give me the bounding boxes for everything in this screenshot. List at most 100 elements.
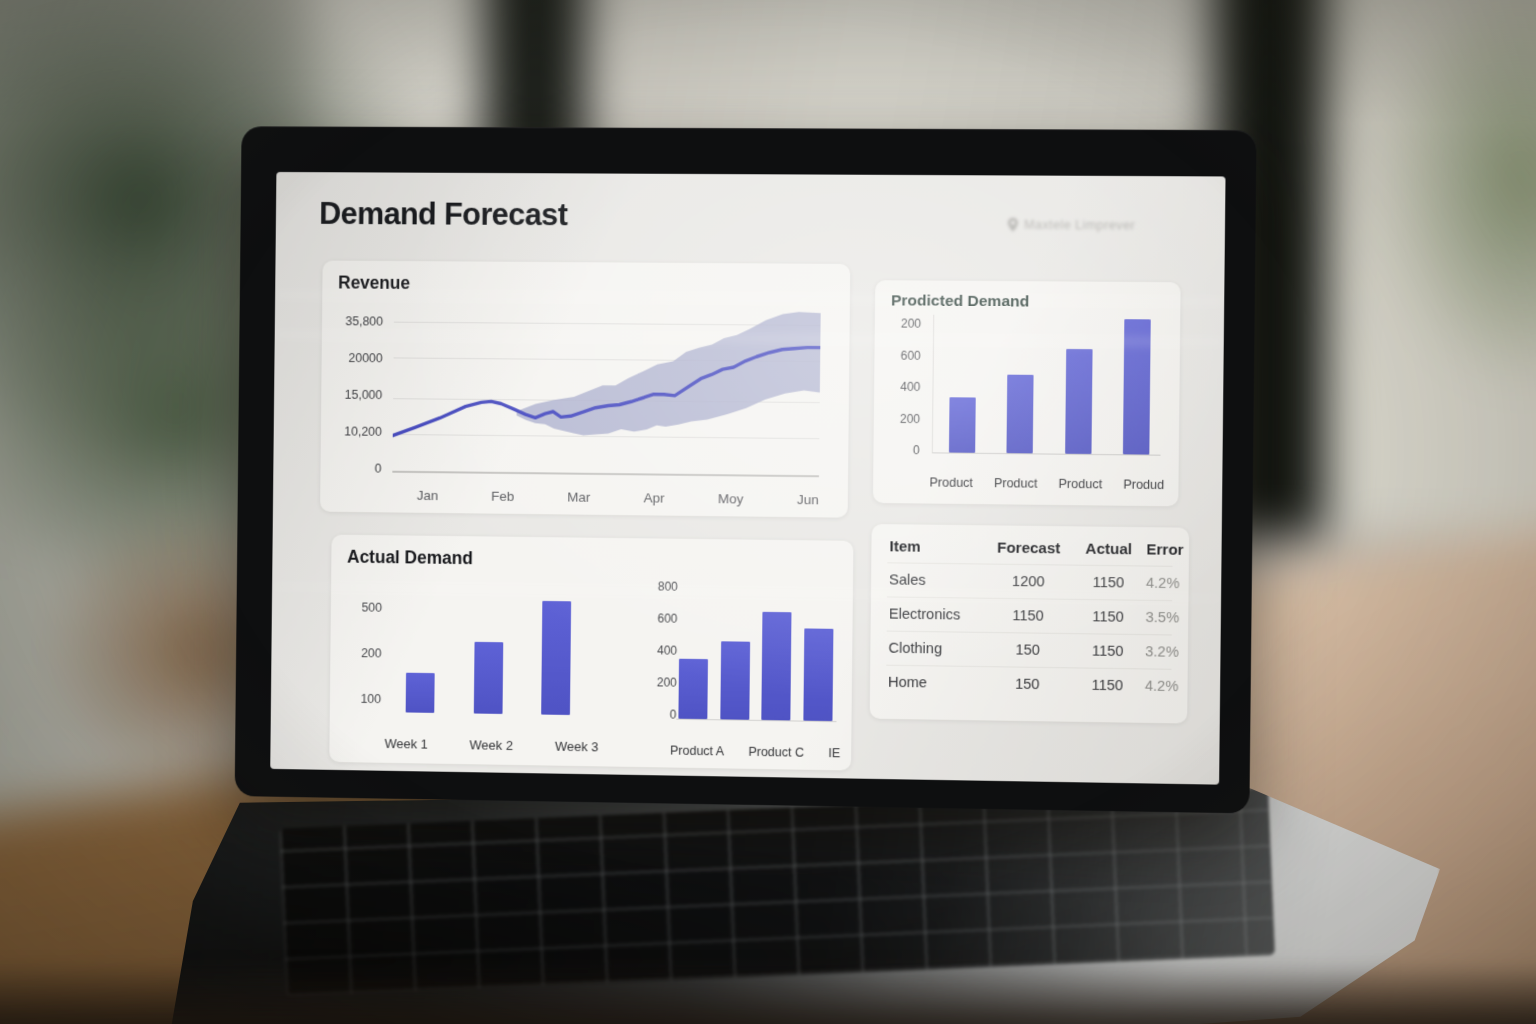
y-tick-label: 10,200: [344, 424, 382, 439]
x-tick-label: Mar: [567, 489, 591, 505]
dashboard-display: Demand Forecast Maxtele Limprever Revenu…: [270, 171, 1226, 785]
x-axis-ticks: Product A Product C IE: [670, 744, 840, 761]
x-tick-label: Feb: [491, 488, 515, 504]
x-tick-label: Week 3: [554, 738, 599, 755]
table-header-row: Item Forecast Actual Error: [887, 538, 1183, 566]
y-tick-label: 0: [912, 443, 920, 458]
desk-front-shadow: [0, 962, 1536, 1024]
y-tick-label: 500: [361, 600, 383, 615]
y-tick-label: 15,000: [344, 387, 383, 403]
card-title: Actual Demand: [347, 546, 473, 569]
confidence-band: [516, 309, 821, 438]
card-title: Prodicted Demand: [891, 292, 1030, 311]
y-tick-label: 400: [657, 643, 678, 658]
x-tick-label: Week 1: [384, 735, 428, 752]
table-cell: 1150: [1012, 607, 1044, 625]
bar: [761, 611, 792, 721]
y-axis-ticks: 800 600 400 200 0: [642, 579, 678, 721]
x-tick-label: Moy: [717, 491, 744, 507]
page-title: Demand Forecast: [319, 196, 568, 233]
x-tick-label: Produd: [1123, 477, 1165, 493]
table-cell: 1150: [1092, 574, 1125, 591]
laptop-screen: Demand Forecast Maxtele Limprever Revenu…: [234, 126, 1257, 814]
table-cell: Home: [888, 674, 928, 691]
card-title: Revenue: [338, 272, 411, 293]
x-tick-label: Jan: [416, 487, 439, 504]
table-row: Home 150 1150 4.2%: [885, 664, 1179, 704]
y-tick-label: 600: [900, 348, 921, 363]
table-body: Sales 1200 1150 4.2% Electronics 1150 1150 3.5%…: [885, 562, 1180, 704]
dashboard: Demand Forecast Maxtele Limprever Revenu…: [270, 172, 1225, 785]
x-tick-label: IE: [828, 746, 841, 761]
y-tick-label: 100: [360, 691, 382, 707]
bar: [803, 628, 834, 722]
table-cell: 1150: [1092, 608, 1124, 626]
table-cell: 1150: [1091, 677, 1124, 694]
y-tick-label: 200: [900, 316, 922, 331]
table-cell: 1200: [1011, 573, 1045, 590]
table-cell: Clothing: [888, 640, 943, 657]
table-cell: Error: [1146, 541, 1184, 559]
table-cell: Electronics: [888, 606, 961, 624]
x-axis-ticks: Jan Feb Mar Apr Moy Jun: [392, 488, 819, 508]
y-axis-ticks: 500 200 100: [338, 600, 383, 707]
map-pin-icon: [1007, 217, 1019, 232]
y-axis-ticks: 200 600 400 200 0: [877, 316, 921, 457]
bar: [1122, 318, 1151, 455]
y-tick-label: 600: [657, 611, 678, 626]
table-row: Electronics 1150 1150 3.5%: [886, 596, 1179, 635]
y-tick-label: 800: [657, 579, 678, 594]
x-tick-label: Product: [993, 476, 1038, 491]
bar: [948, 397, 976, 453]
brand-label: Maxtele Limprever: [1023, 217, 1136, 233]
x-tick-label: Apr: [643, 490, 665, 506]
table-cell: 150: [1014, 676, 1040, 693]
y-tick-label: 200: [899, 411, 921, 426]
table-row: Clothing 150 1150 3.2%: [886, 630, 1179, 669]
forecast-table-card: Item Forecast Actual Error Sales 1200 1150 4.2…: [869, 523, 1190, 724]
table-cell: 3.2%: [1145, 643, 1179, 661]
x-tick-label: Week 2: [469, 737, 514, 753]
table-cell: 4.2%: [1145, 575, 1180, 592]
line-chart-plot: [392, 305, 821, 478]
table-cell: Sales: [889, 571, 926, 589]
foliage-bokeh: [1380, 0, 1536, 390]
y-tick-label: 35,800: [345, 314, 384, 329]
table-cell: Item: [889, 538, 921, 556]
table-cell: Actual: [1085, 540, 1133, 559]
predicted-demand-card: Prodicted Demand 200 600 400 200 0 Product Pr…: [872, 280, 1181, 507]
weeks-bar-chart: [393, 593, 592, 716]
bar: [473, 641, 503, 714]
bar: [678, 659, 708, 720]
actual-demand-card: Actual Demand 500 200 100 Week 1 Week 2 Week…: [329, 534, 854, 771]
x-tick-label: Product: [929, 475, 973, 490]
revenue-card: Revenue 35,800 20000 15,000 10,200 0 Jan F: [320, 260, 851, 518]
bar: [541, 600, 572, 716]
y-tick-label: 20000: [348, 351, 383, 366]
y-axis-ticks: 35,800 20000 15,000 10,200 0: [326, 314, 383, 475]
y-tick-label: 0: [374, 461, 382, 476]
table-cell: 1150: [1091, 642, 1124, 660]
x-axis-ticks: Week 1 Week 2 Week 3: [385, 736, 599, 754]
brand-watermark: Maxtele Limprever: [1007, 217, 1136, 233]
table-cell: Forecast: [997, 539, 1061, 558]
table-cell: 150: [1015, 641, 1040, 659]
revenue-line-chart: [392, 309, 821, 476]
x-tick-label: Product C: [748, 744, 805, 760]
y-tick-label: 200: [360, 646, 382, 661]
table-row: Sales 1200 1150 4.2%: [887, 562, 1180, 601]
table-cell: 4.2%: [1144, 677, 1179, 695]
bar: [1064, 348, 1093, 454]
x-tick-label: Product: [1058, 476, 1103, 492]
table-cell: 3.5%: [1145, 609, 1180, 626]
bar: [719, 641, 750, 720]
bar-chart-plot: [931, 314, 1162, 456]
x-tick-label: Jun: [796, 492, 819, 508]
y-tick-label: 400: [900, 379, 921, 394]
x-axis-ticks: Product Product Product Produd: [929, 475, 1164, 492]
y-tick-label: 200: [656, 675, 677, 690]
bar: [1006, 374, 1034, 454]
bar: [405, 673, 435, 713]
products-bar-chart: [676, 576, 838, 723]
